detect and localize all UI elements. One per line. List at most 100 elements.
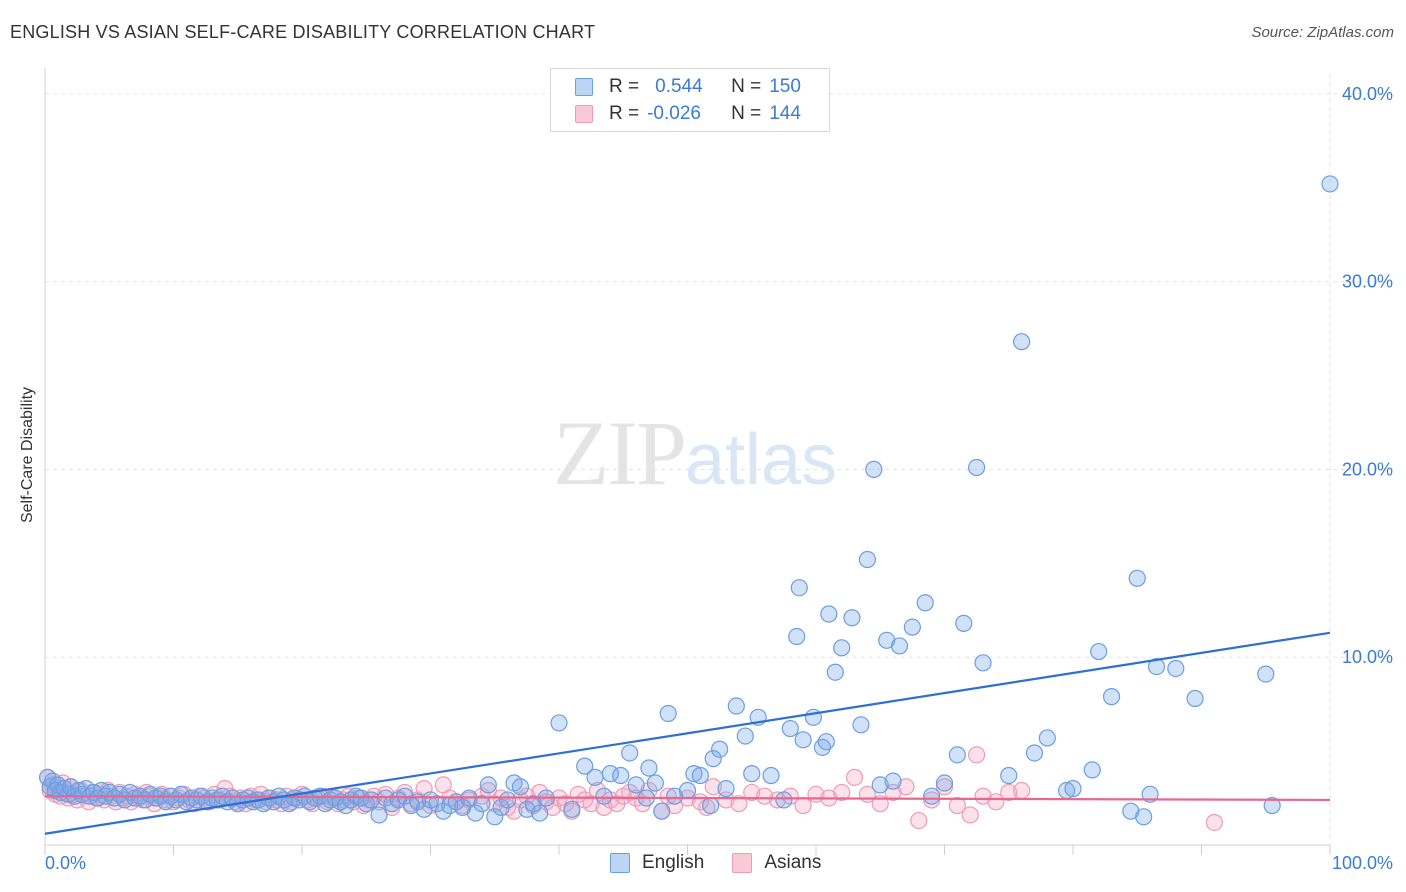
english-point (1102, 688, 1121, 706)
english-point (903, 618, 921, 636)
english-point (601, 765, 620, 783)
english-point (948, 746, 966, 764)
asian-point (961, 806, 979, 824)
english-point (563, 800, 581, 818)
english-point (1135, 808, 1153, 826)
english-point (531, 804, 549, 822)
english-point (1025, 744, 1044, 762)
english-r-value: 0.544 (655, 76, 703, 97)
english-point (586, 768, 604, 786)
english-point (646, 774, 664, 792)
english-point (627, 776, 645, 794)
english-point (1257, 665, 1275, 683)
legend-row-asians: R = -0.026 N = 144 (575, 102, 801, 126)
english-point (858, 550, 877, 569)
asian-point (1012, 781, 1031, 800)
english-point (775, 791, 793, 809)
asian-point (833, 783, 851, 802)
asian-point (1205, 813, 1223, 832)
english-point (1321, 175, 1339, 193)
watermark-atlas: atlas (685, 420, 838, 500)
english-point (576, 757, 594, 775)
english-point (595, 787, 613, 805)
english-point (1186, 689, 1204, 708)
english-point (788, 627, 806, 646)
asian-point (935, 778, 954, 796)
asians-swatch (575, 105, 593, 123)
chart-title: ENGLISH VS ASIAN SELF-CARE DISABILITY CO… (10, 22, 596, 42)
english-trend-line (44, 631, 1331, 835)
english-point (790, 579, 808, 597)
english-point (1083, 761, 1101, 779)
asians-n-value: 144 (769, 103, 801, 124)
tick-labels: 10.0% 20.0% 30.0% 40.0% 0.0% 100.0% (45, 84, 1393, 873)
english-point (466, 804, 485, 822)
english-n-label: N = (731, 76, 762, 97)
english-point (678, 781, 697, 800)
english-point (743, 765, 761, 783)
english-point (794, 731, 812, 749)
english-point (781, 719, 799, 738)
english-point (511, 778, 530, 796)
asians-r-value: -0.026 (647, 103, 701, 124)
english-point (1012, 333, 1031, 351)
english-point (762, 766, 780, 785)
english-point (612, 766, 630, 785)
english-point (935, 774, 954, 792)
english-point (370, 806, 388, 824)
english-point (852, 716, 870, 734)
x-tick-label: 100.0% (1332, 853, 1393, 873)
y-tick-label: 40.0% (1342, 84, 1393, 104)
english-point (890, 637, 909, 655)
english-point (1038, 729, 1056, 747)
english-n-value: 150 (769, 76, 801, 97)
y-tick-label: 30.0% (1342, 272, 1393, 292)
asian-point (768, 791, 787, 809)
english-point (362, 791, 380, 809)
english-point (833, 639, 851, 657)
english-point (499, 791, 517, 809)
english-point (704, 750, 722, 768)
source-label: Source: ZipAtlas.com (1251, 24, 1394, 41)
asian-point (794, 796, 812, 815)
english-point (871, 776, 889, 794)
asian-point (923, 791, 941, 809)
english-point (685, 765, 703, 783)
english-point (843, 609, 861, 627)
english-point (640, 759, 658, 777)
english-point (968, 458, 986, 477)
axes (44, 68, 1331, 855)
english-point (1000, 766, 1018, 785)
english-series (38, 175, 1339, 826)
asians-legend-swatch (732, 853, 753, 873)
series-legend: English Asians (610, 852, 849, 874)
english-point (955, 614, 973, 632)
english-point (702, 796, 720, 815)
english-point (826, 663, 844, 681)
asian-point (948, 796, 966, 815)
asian-point (704, 778, 722, 796)
trend-lines (44, 631, 1331, 835)
correlation-legend: R = 0.544 N = 150 R = -0.026 N = 144 (550, 68, 830, 132)
legend-item-english[interactable]: English (610, 852, 704, 874)
asian-point (845, 768, 864, 786)
english-point (621, 744, 639, 762)
english-point (550, 714, 568, 732)
asian-point (755, 787, 774, 805)
english-point (711, 740, 729, 758)
english-point (1147, 657, 1166, 676)
english-point (486, 808, 504, 826)
english-r-label: R = (609, 76, 640, 97)
legend-item-asians[interactable]: Asians (732, 852, 821, 874)
asian-point (730, 795, 748, 813)
asian-point (1000, 783, 1018, 802)
english-point (727, 697, 745, 715)
english-point (916, 594, 934, 612)
legend-row-english: R = 0.544 N = 150 (575, 75, 801, 99)
asian-point (743, 783, 761, 802)
x-tick-label: 0.0% (45, 853, 86, 873)
english-swatch (575, 78, 593, 96)
english-point (1263, 796, 1281, 815)
asian-point (968, 746, 986, 764)
